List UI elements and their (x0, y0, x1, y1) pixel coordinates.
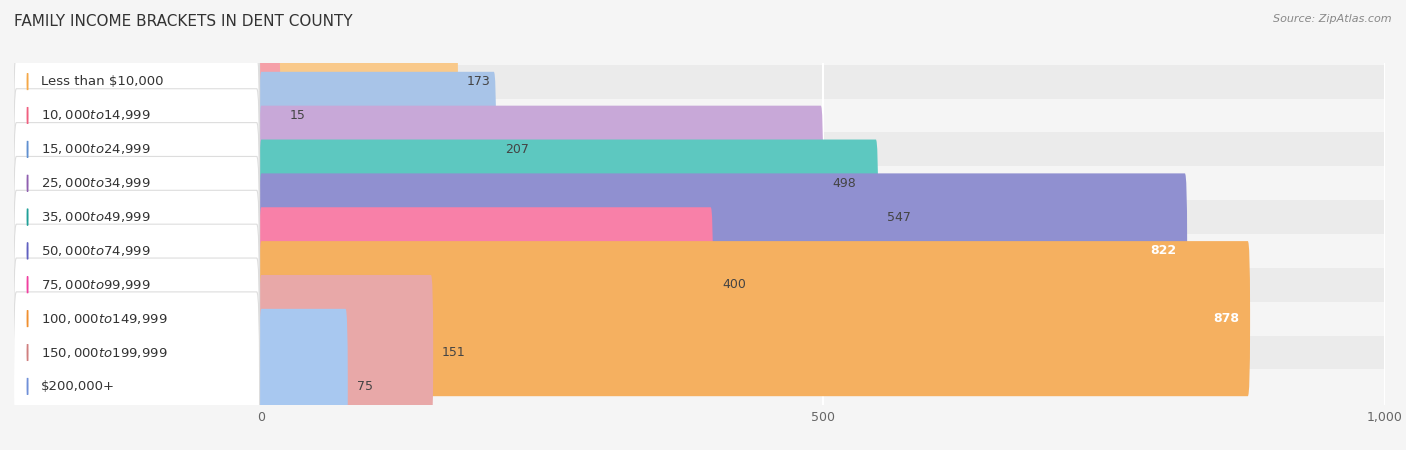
Text: 15: 15 (290, 109, 305, 122)
FancyBboxPatch shape (14, 89, 260, 278)
FancyBboxPatch shape (14, 132, 1385, 166)
Text: $150,000 to $199,999: $150,000 to $199,999 (41, 346, 167, 360)
Text: 878: 878 (1213, 312, 1239, 325)
FancyBboxPatch shape (14, 200, 1385, 234)
FancyBboxPatch shape (259, 275, 433, 430)
Text: Less than $10,000: Less than $10,000 (41, 75, 163, 88)
Text: 75: 75 (357, 380, 373, 393)
FancyBboxPatch shape (14, 369, 1385, 403)
Text: $200,000+: $200,000+ (41, 380, 115, 393)
FancyBboxPatch shape (14, 65, 1385, 99)
Text: 207: 207 (505, 143, 529, 156)
Text: 498: 498 (832, 177, 856, 190)
Text: 151: 151 (441, 346, 465, 359)
FancyBboxPatch shape (14, 336, 1385, 369)
Text: Source: ZipAtlas.com: Source: ZipAtlas.com (1274, 14, 1392, 23)
FancyBboxPatch shape (259, 72, 496, 227)
Text: $10,000 to $14,999: $10,000 to $14,999 (41, 108, 150, 122)
FancyBboxPatch shape (14, 302, 1385, 336)
FancyBboxPatch shape (14, 268, 1385, 302)
FancyBboxPatch shape (14, 99, 1385, 132)
FancyBboxPatch shape (259, 173, 1187, 328)
FancyBboxPatch shape (14, 258, 260, 447)
FancyBboxPatch shape (259, 241, 1250, 396)
Text: 173: 173 (467, 75, 491, 88)
FancyBboxPatch shape (259, 4, 458, 159)
FancyBboxPatch shape (14, 55, 260, 244)
FancyBboxPatch shape (14, 234, 1385, 268)
FancyBboxPatch shape (259, 207, 713, 362)
FancyBboxPatch shape (259, 106, 823, 261)
Text: FAMILY INCOME BRACKETS IN DENT COUNTY: FAMILY INCOME BRACKETS IN DENT COUNTY (14, 14, 353, 28)
FancyBboxPatch shape (14, 0, 260, 176)
Text: $15,000 to $24,999: $15,000 to $24,999 (41, 142, 150, 156)
FancyBboxPatch shape (259, 309, 347, 450)
Text: $50,000 to $74,999: $50,000 to $74,999 (41, 244, 150, 258)
FancyBboxPatch shape (14, 21, 260, 210)
Text: 547: 547 (887, 211, 911, 224)
FancyBboxPatch shape (14, 190, 260, 379)
Text: $75,000 to $99,999: $75,000 to $99,999 (41, 278, 150, 292)
FancyBboxPatch shape (259, 38, 280, 193)
FancyBboxPatch shape (14, 166, 1385, 200)
FancyBboxPatch shape (14, 122, 260, 311)
Text: $25,000 to $34,999: $25,000 to $34,999 (41, 176, 150, 190)
FancyBboxPatch shape (14, 224, 260, 413)
Text: 822: 822 (1150, 244, 1175, 257)
Text: $100,000 to $149,999: $100,000 to $149,999 (41, 312, 167, 326)
FancyBboxPatch shape (14, 292, 260, 450)
Text: $35,000 to $49,999: $35,000 to $49,999 (41, 210, 150, 224)
FancyBboxPatch shape (259, 140, 879, 295)
Text: 400: 400 (721, 278, 745, 291)
FancyBboxPatch shape (14, 157, 260, 346)
